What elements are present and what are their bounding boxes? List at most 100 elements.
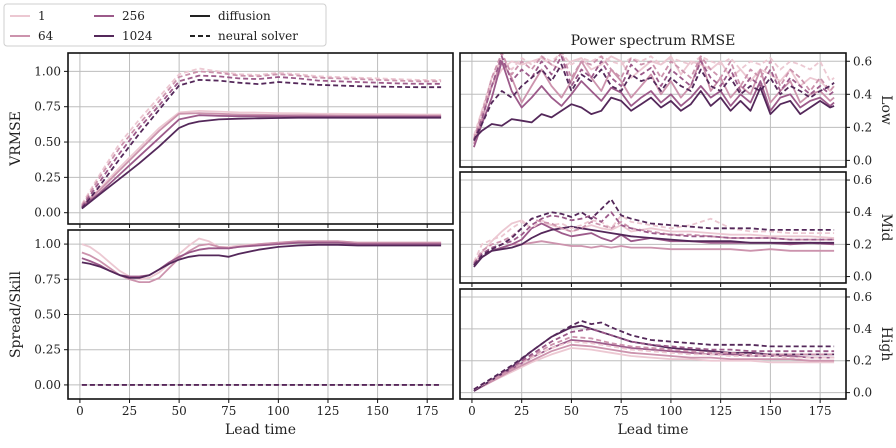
y-axis-label: Low: [878, 95, 894, 125]
y-tick-label: 0.0: [853, 153, 872, 167]
series-line: [473, 327, 835, 391]
panel-frame: [67, 52, 454, 225]
panel-title: Power spectrum RMSE: [571, 33, 736, 49]
series-line: [81, 67, 442, 205]
x-tick-label: 0: [468, 404, 476, 418]
series-line: [473, 53, 835, 136]
series-line: [473, 53, 835, 140]
x-tick-label: 25: [122, 404, 137, 418]
legend-frame: [3, 3, 327, 47]
x-tick-label: 75: [614, 404, 629, 418]
series-line: [473, 340, 835, 391]
spread-skill-panel: 0 25 50 75 100 125 150 175 0.00 0.25 0.50 0.75 1.00 L…: [8, 229, 454, 438]
legend-label: diffusion: [218, 9, 271, 23]
psd-high-panel: 0 25 50 75 100 125 150 175 0.0 0.2 0.4 0.6 Lead time…: [459, 288, 894, 438]
x-tick-label: 175: [809, 404, 832, 418]
panel-frame: [459, 288, 847, 400]
x-tick-label: 175: [416, 404, 439, 418]
series-line: [81, 243, 442, 279]
y-axis-label: Mid: [878, 214, 894, 242]
series-line: [81, 74, 442, 208]
series-line: [473, 55, 835, 140]
legend-label: 1: [38, 9, 46, 23]
x-tick-label: 125: [317, 404, 340, 418]
y-tick-label: 0.25: [34, 343, 61, 357]
y-tick-label: 0.2: [853, 237, 872, 251]
series-line: [473, 86, 835, 140]
x-tick-label: 100: [659, 404, 682, 418]
series-line: [81, 110, 442, 207]
x-tick-label: 125: [709, 404, 732, 418]
legend-label: neural solver: [218, 29, 298, 43]
vrmse-panel: 0.00 0.25 0.50 0.75 1.00 VRMSE: [8, 52, 454, 228]
y-tick-label: 0.4: [853, 87, 872, 101]
y-tick-label: 0.4: [853, 322, 872, 336]
series-group: [81, 237, 442, 386]
series-line: [473, 60, 835, 148]
legend-entry: 64: [10, 29, 54, 43]
y-axis-label: Spread/Skill: [8, 270, 24, 358]
series-line: [473, 319, 835, 391]
series-line: [473, 343, 835, 392]
panel-frame: [459, 52, 847, 168]
series-group: [81, 67, 442, 210]
y-tick-label: 0.50: [34, 308, 61, 322]
series-line: [473, 347, 835, 392]
series-group: [473, 198, 835, 268]
legend-label: 256: [122, 9, 145, 23]
y-tick-label: 0.25: [34, 170, 61, 184]
y-tick-label: 0.50: [34, 135, 61, 149]
x-tick-label: 50: [171, 404, 186, 418]
legend-entry: 256: [94, 9, 145, 23]
y-axis-label: VRMSE: [8, 111, 24, 167]
x-tick-label: 0: [76, 404, 84, 418]
y-tick-label: 0.6: [853, 54, 872, 68]
series-line: [81, 114, 442, 208]
y-tick-label: 0.2: [853, 120, 872, 134]
series-line: [473, 225, 835, 268]
series-line: [473, 198, 835, 266]
x-tick-label: 150: [759, 404, 782, 418]
series-line: [81, 241, 442, 278]
legend-entry: diffusion: [190, 9, 271, 23]
y-tick-label: 0.6: [853, 290, 872, 304]
series-line: [81, 70, 442, 207]
x-axis-label: Lead time: [225, 422, 296, 438]
legend-label: 1024: [122, 29, 153, 43]
y-tick-label: 0.0: [853, 270, 872, 284]
series-group: [473, 319, 835, 392]
series-line: [473, 219, 835, 265]
legend-entry: 1024: [94, 29, 153, 43]
y-tick-label: 1.00: [34, 237, 61, 251]
y-tick-label: 0.4: [853, 205, 872, 219]
series-line: [473, 240, 835, 266]
psd-mid-panel: 0.0 0.2 0.4 0.6 Mid: [459, 171, 894, 287]
y-axis-label: High: [878, 327, 894, 362]
y-tick-label: 0.6: [853, 173, 872, 187]
x-tick-label: 100: [267, 404, 290, 418]
x-tick-label: 50: [564, 404, 579, 418]
x-tick-label: 25: [514, 404, 529, 418]
series-line: [81, 79, 442, 210]
series-line: [81, 112, 442, 207]
y-tick-label: 0.0: [853, 386, 872, 400]
series-line: [473, 335, 835, 391]
y-tick-label: 0.2: [853, 354, 872, 368]
x-axis-label: Lead time: [617, 422, 688, 438]
y-tick-label: 0.00: [34, 378, 61, 392]
y-tick-label: 0.75: [34, 272, 61, 286]
y-tick-label: 1.00: [34, 64, 61, 78]
series-line: [81, 116, 442, 210]
series-group: [473, 53, 835, 148]
x-tick-label: 150: [366, 404, 389, 418]
legend-entry: neural solver: [190, 29, 298, 43]
panel-frame: [459, 171, 847, 284]
legend-label: 64: [38, 29, 54, 43]
y-tick-label: 0.00: [34, 206, 61, 220]
y-tick-label: 0.75: [34, 100, 61, 114]
legend: 1 64 256 1024 diffusion neural solver: [3, 3, 327, 47]
series-line: [473, 211, 835, 265]
x-tick-label: 75: [221, 404, 236, 418]
legend-entry: 1: [10, 9, 46, 23]
